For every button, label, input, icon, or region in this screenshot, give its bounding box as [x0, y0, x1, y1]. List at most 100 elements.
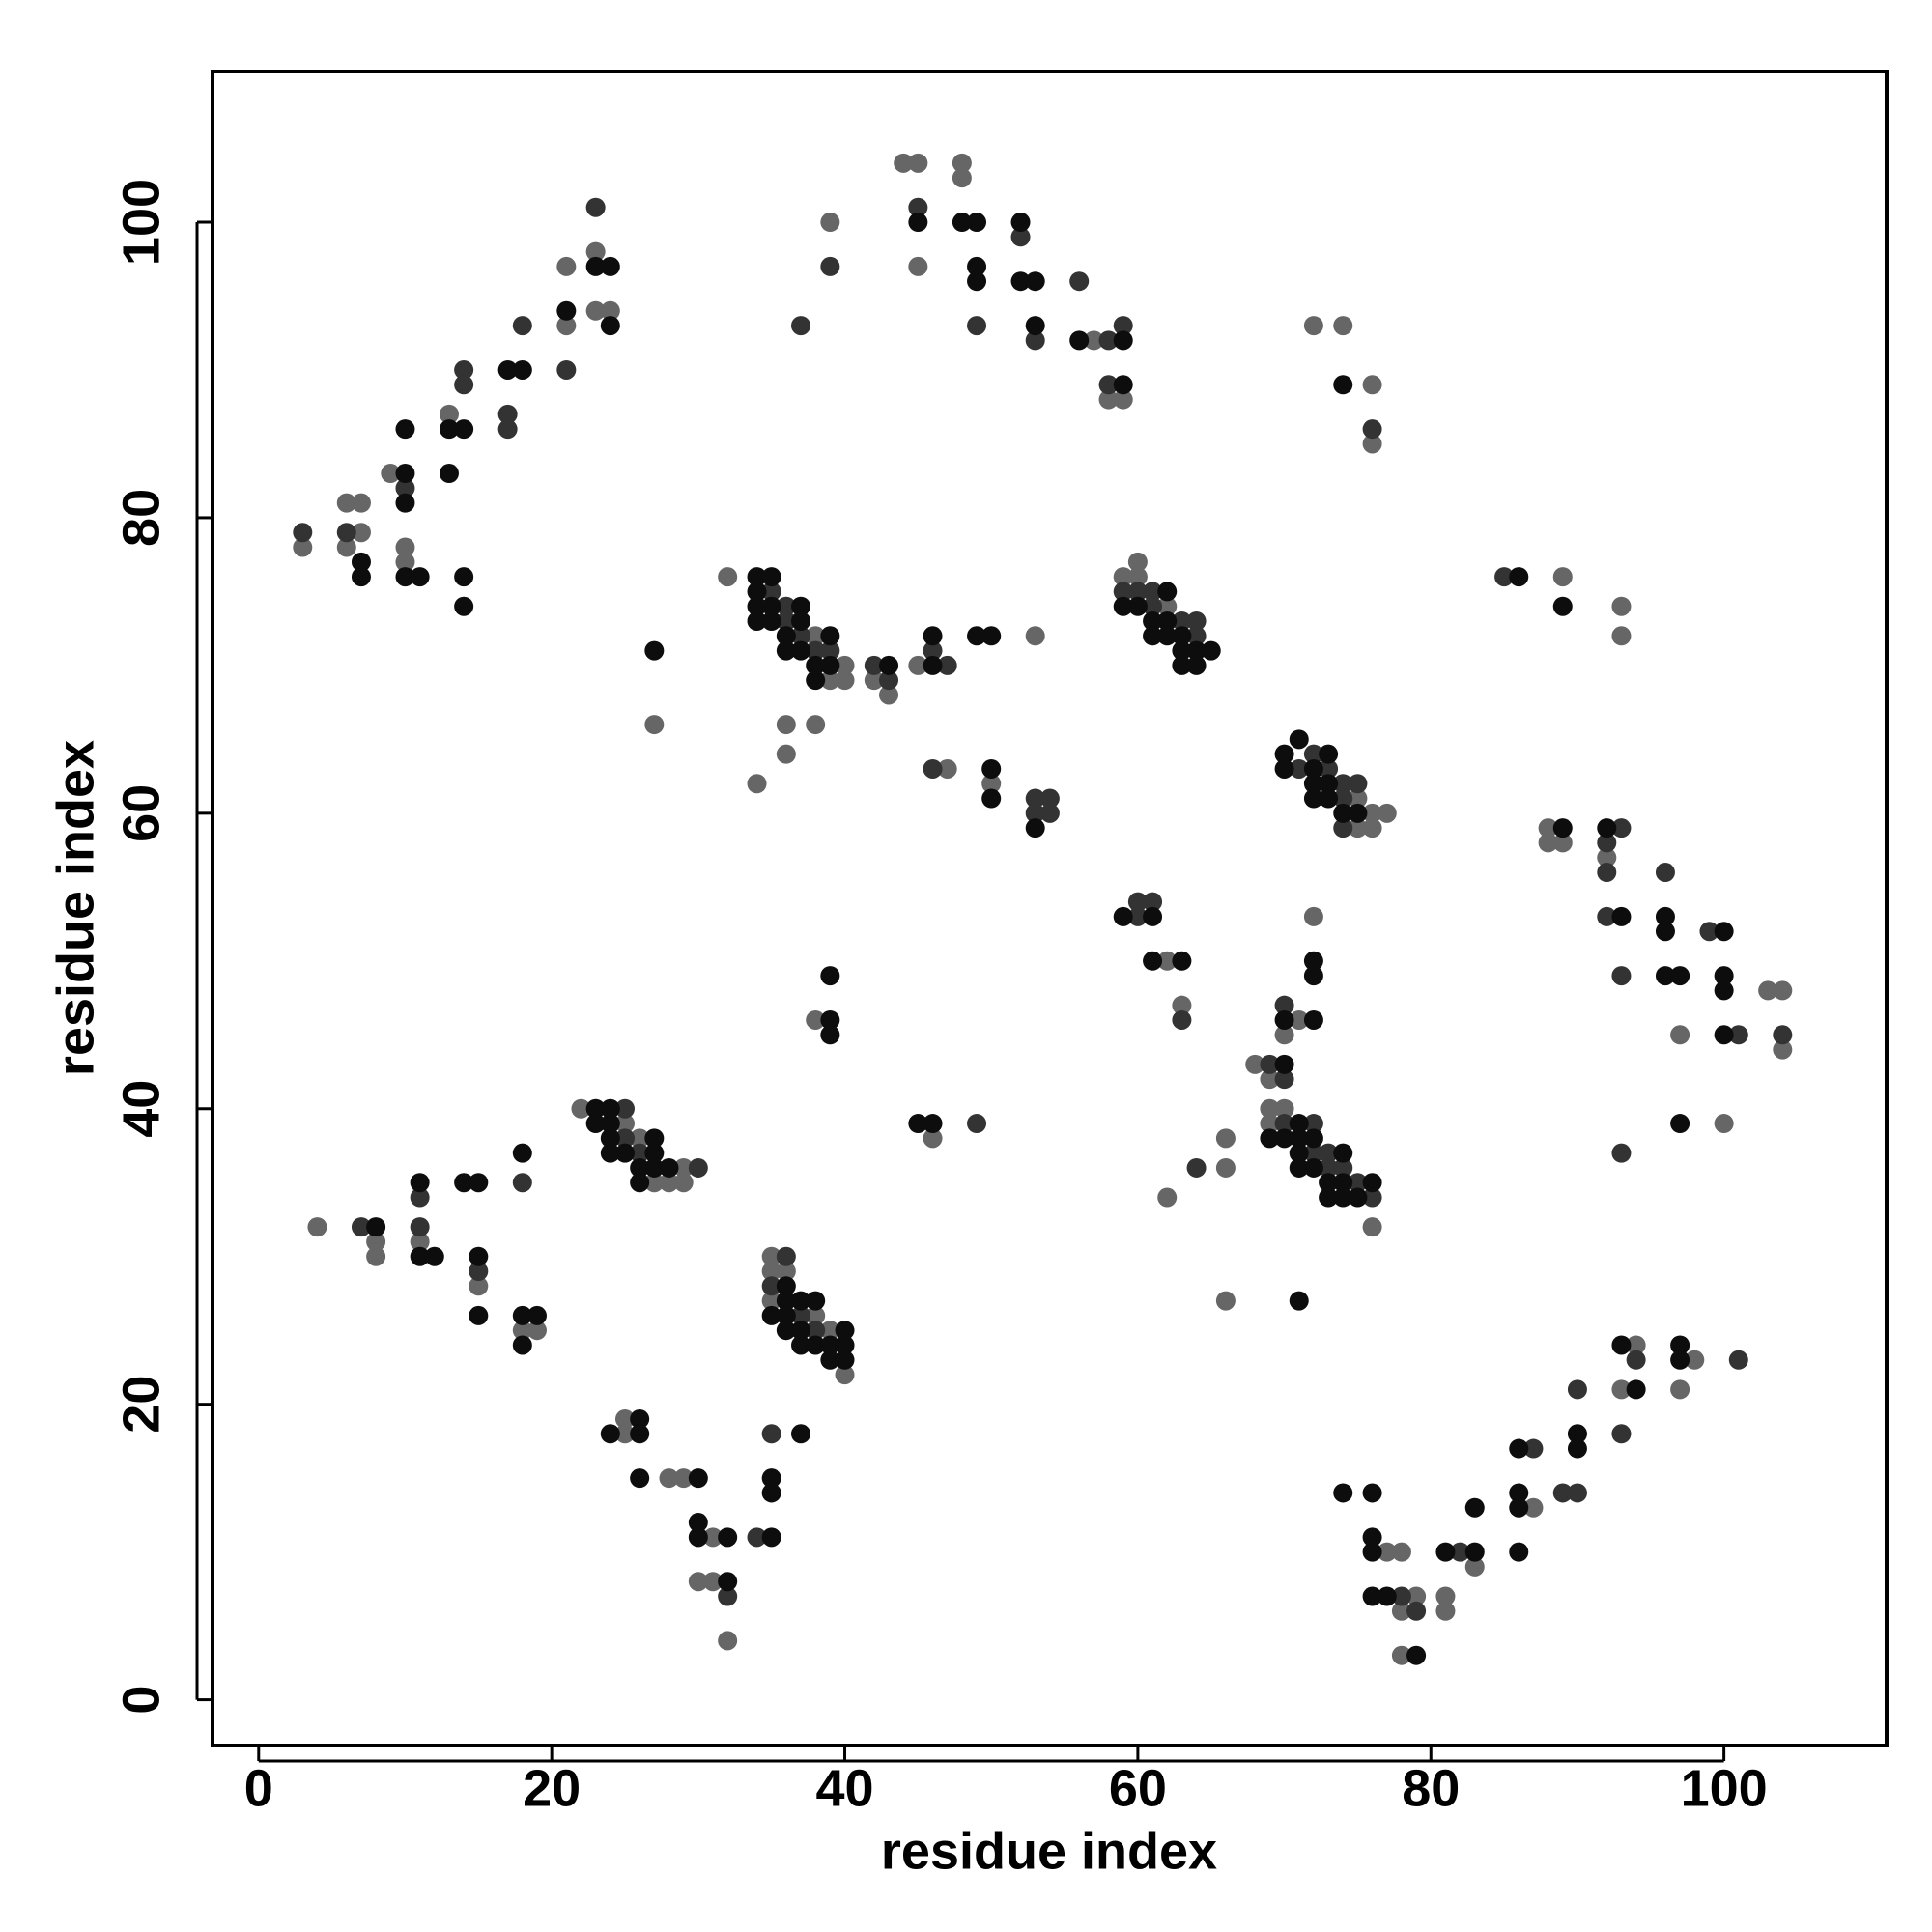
- point: [585, 1098, 606, 1119]
- point: [1333, 1187, 1353, 1208]
- point: [644, 1128, 665, 1149]
- point: [526, 1305, 547, 1325]
- point: [1567, 1379, 1587, 1400]
- point: [835, 1365, 855, 1385]
- point: [747, 611, 767, 631]
- point: [1098, 389, 1119, 410]
- point: [952, 168, 972, 188]
- point: [1274, 1098, 1294, 1119]
- point: [776, 1246, 796, 1266]
- point: [1215, 1291, 1236, 1311]
- point: [1523, 1438, 1544, 1459]
- point: [585, 197, 606, 217]
- point: [1567, 1438, 1587, 1459]
- point: [454, 375, 474, 395]
- point: [1201, 640, 1221, 661]
- y-tick-label: 100: [112, 179, 170, 266]
- point: [614, 1098, 635, 1119]
- point: [1172, 626, 1192, 646]
- point: [1186, 640, 1207, 661]
- point: [747, 567, 767, 587]
- point: [1215, 1157, 1236, 1178]
- point: [1362, 1483, 1382, 1503]
- point: [1260, 1114, 1280, 1134]
- point: [908, 153, 928, 173]
- point: [1274, 995, 1294, 1015]
- point: [1172, 655, 1192, 675]
- point: [1098, 375, 1119, 395]
- point: [1597, 906, 1617, 926]
- point: [1391, 1601, 1411, 1621]
- point: [806, 626, 826, 646]
- point: [1348, 774, 1368, 794]
- point: [776, 626, 796, 646]
- point: [908, 213, 928, 233]
- y-tick-label: 40: [112, 1080, 170, 1138]
- point: [1113, 596, 1133, 616]
- point: [1113, 316, 1133, 336]
- point: [630, 1143, 650, 1163]
- point: [688, 1527, 708, 1548]
- point: [614, 1143, 635, 1163]
- point: [1025, 788, 1045, 809]
- point: [1303, 788, 1323, 809]
- point: [776, 1276, 796, 1296]
- point: [879, 670, 899, 691]
- point: [454, 359, 474, 380]
- point: [835, 655, 855, 675]
- point: [864, 655, 884, 675]
- point: [1289, 1291, 1309, 1311]
- point: [673, 1173, 694, 1193]
- point: [512, 359, 532, 380]
- point: [585, 242, 606, 262]
- point: [1113, 389, 1133, 410]
- point: [1611, 596, 1632, 616]
- x-tick-label: 0: [244, 1759, 273, 1817]
- point: [1567, 1483, 1587, 1503]
- point: [336, 493, 356, 513]
- point: [937, 758, 957, 779]
- point: [1143, 596, 1163, 616]
- point: [820, 1335, 840, 1355]
- point: [1714, 966, 1734, 986]
- point: [1728, 1025, 1748, 1045]
- point: [820, 1025, 840, 1045]
- point: [1435, 1542, 1456, 1562]
- point: [585, 256, 606, 276]
- point: [366, 1232, 386, 1252]
- point: [1670, 966, 1690, 986]
- point: [1538, 818, 1558, 838]
- point: [776, 640, 796, 661]
- point: [1303, 758, 1323, 779]
- point: [600, 1424, 620, 1444]
- point: [600, 256, 620, 276]
- x-tick-label: 80: [1402, 1759, 1460, 1817]
- point: [1274, 1054, 1294, 1074]
- point: [806, 670, 826, 691]
- point: [1597, 863, 1617, 883]
- point: [1303, 906, 1323, 926]
- point: [1362, 818, 1382, 838]
- point: [806, 1305, 826, 1325]
- point: [395, 567, 415, 587]
- point: [1303, 774, 1323, 794]
- point: [1450, 1542, 1470, 1562]
- point: [497, 359, 518, 380]
- point: [614, 1128, 635, 1149]
- point: [1333, 316, 1353, 336]
- point: [1685, 1350, 1705, 1370]
- point: [336, 523, 356, 543]
- point: [1127, 567, 1148, 587]
- point: [469, 1305, 489, 1325]
- point: [659, 1173, 679, 1193]
- point: [1333, 803, 1353, 823]
- point: [835, 1350, 855, 1370]
- point: [614, 1424, 635, 1444]
- point: [454, 596, 474, 616]
- point: [1303, 1143, 1323, 1163]
- point: [923, 640, 943, 661]
- point: [1597, 818, 1617, 838]
- point: [1714, 1025, 1734, 1045]
- point: [1333, 1157, 1353, 1178]
